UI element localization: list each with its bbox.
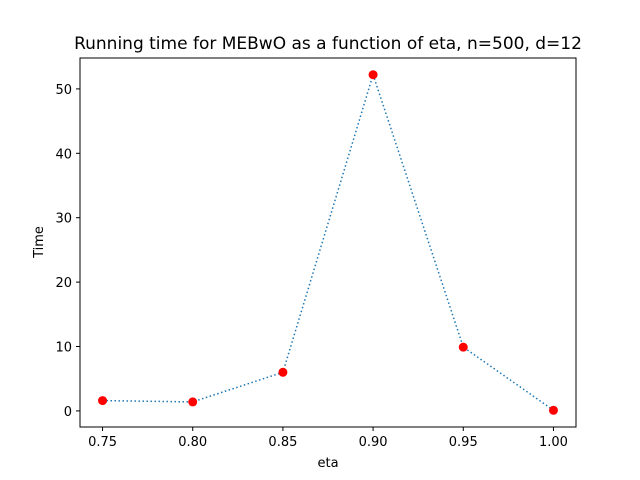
x-tick-label: 0.90 [359, 435, 388, 450]
y-tick-label: 0 [64, 405, 72, 420]
x-tick-label: 1.00 [539, 435, 568, 450]
y-tick-label: 20 [55, 276, 72, 291]
data-point [368, 70, 378, 80]
data-point [548, 405, 558, 415]
x-axis-label: eta [317, 456, 338, 471]
data-point [278, 367, 288, 377]
x-tick-label: 0.80 [178, 435, 207, 450]
series-line [102, 72, 554, 411]
y-axis-label: Time [32, 226, 47, 259]
y-tick-label: 40 [55, 147, 72, 162]
data-point [188, 397, 198, 407]
x-tick-label: 0.75 [88, 435, 117, 450]
y-tick-label: 10 [55, 341, 72, 356]
x-tick-label: 0.95 [449, 435, 478, 450]
plot-area: 0.75 0.80 0.85 0.90 0.95 1.00 0 10 20 30 40 50 [55, 70, 568, 450]
data-point [458, 342, 468, 352]
y-tick-label: 50 [55, 83, 72, 98]
x-tick-label: 0.85 [268, 435, 297, 450]
axes-frame [79, 57, 577, 428]
chart-title: Running time for MEBwO as a function of … [74, 34, 582, 54]
y-tick-label: 30 [55, 212, 72, 227]
data-point [98, 396, 108, 406]
